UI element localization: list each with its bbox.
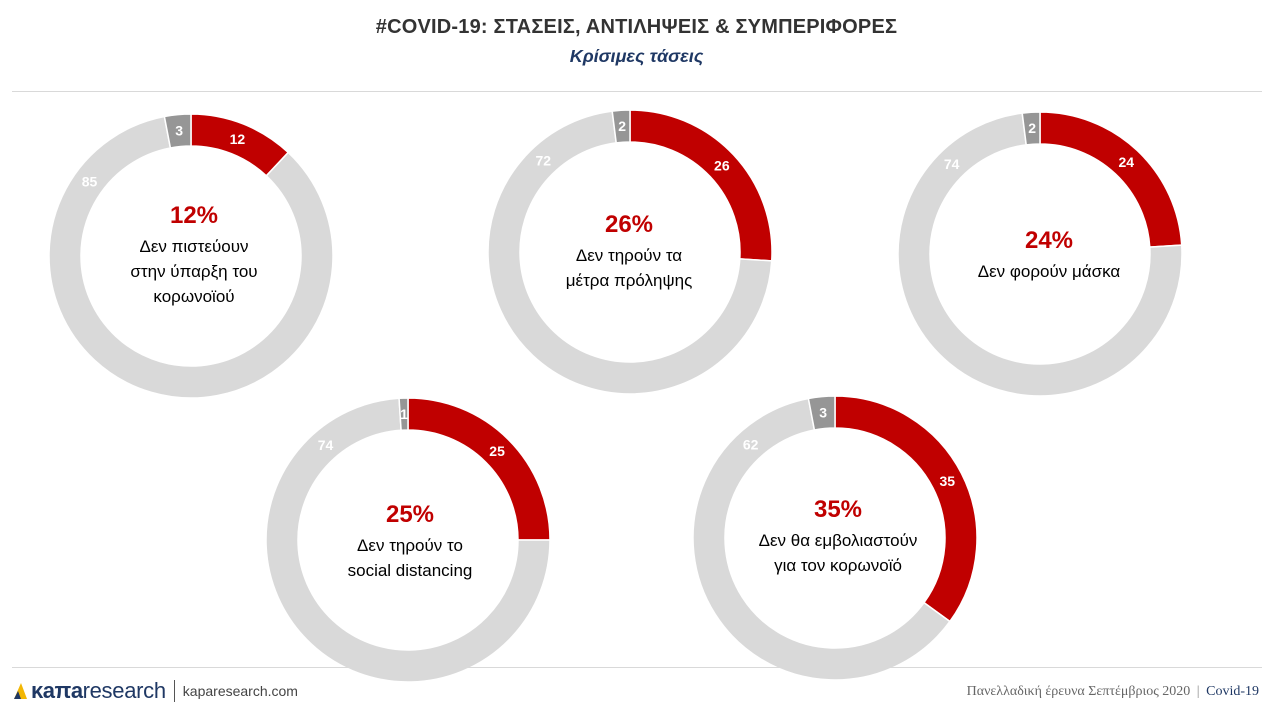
donut-1-segment-other: [163, 113, 192, 149]
logo-research-text: research: [82, 678, 167, 703]
donut-3-segment-rest: [897, 112, 1183, 397]
donut-2-segment-other-label: 2: [618, 118, 626, 134]
donut-1-desc-line: κορωνοϊού: [153, 287, 235, 306]
donut-4-segment-other-label: 1: [400, 406, 408, 422]
donut-3-center: 24% Δεν φορούν μάσκα: [949, 226, 1149, 284]
donut-5-desc-line: για τον κορωνοϊό: [774, 556, 902, 575]
donut-3-percent: 24%: [1024, 227, 1074, 254]
donut-1-desc-line: στην ύπαρξη του: [130, 262, 258, 281]
donut-5-percent: 35%: [813, 496, 863, 523]
donut-4-segment-rest-label: 74: [318, 437, 334, 453]
donut-5-segment-rest-label: 62: [743, 436, 759, 452]
donut-2-center: 26% Δεν τηρούν τα μέτρα πρόληψης: [529, 210, 729, 293]
donut-3-segment-other: [1021, 111, 1041, 146]
website-url[interactable]: kaparesearch.com: [182, 683, 298, 699]
donut-3-segment-rest-label: 74: [944, 156, 960, 172]
donut-3-desc-line: Δεν φορούν μάσκα: [977, 262, 1121, 281]
donut-2-description: Δεν τηρούν τα μέτρα πρόληψης: [529, 243, 729, 293]
donut-5-segment-rest: [692, 397, 951, 681]
donut-3-segment-other-label: 2: [1028, 120, 1036, 136]
donut-3-segment-main-label: 24: [1118, 154, 1134, 170]
donut-2-segment-other: [611, 109, 631, 144]
top-divider: [12, 91, 1262, 92]
survey-label: Πανελλαδική έρευνα Σεπτέμβριος 2020: [966, 684, 1191, 699]
footer-info: Πανελλαδική έρευνα Σεπτέμβριος 2020 | Co…: [967, 684, 1259, 700]
kapa-logo-icon: [14, 683, 27, 699]
donut-2-segment-rest: [487, 110, 773, 395]
kapa-research-logo: κaπa research kaparesearch.com: [12, 678, 298, 703]
page-title: #COVID-19: ΣΤΑΣΕΙΣ, ΑΝΤΙΛΗΨΕΙΣ & ΣΥΜΠΕΡΙ…: [375, 16, 898, 38]
donut-5-segment-main-label: 35: [939, 473, 955, 489]
donut-5-desc-line: Δεν θα εμβολιαστούν: [758, 531, 918, 550]
donut-3-description: Δεν φορούν μάσκα: [949, 259, 1149, 284]
donut-4-percent: 25%: [385, 501, 435, 528]
logo-kapa-text: κaπa: [31, 678, 83, 703]
donut-5-segment-other-label: 3: [819, 405, 827, 421]
donut-2-segment-rest-label: 72: [535, 153, 551, 169]
bottom-divider: [12, 667, 1262, 668]
donut-1-segment-rest: [48, 115, 334, 399]
topic-tag: Covid-19: [1206, 684, 1259, 699]
donut-1-segment-main-label: 12: [230, 131, 246, 147]
donut-2-desc-line: μέτρα πρόληψης: [565, 271, 693, 290]
donut-4-segment-rest: [265, 397, 551, 683]
donut-1-desc-line: Δεν πιστεύουν: [139, 237, 249, 256]
donut-1-center: 12% Δεν πιστεύουν στην ύπαρξη του κορωνο…: [94, 201, 294, 309]
donut-2-percent: 26%: [604, 211, 654, 238]
donut-5-segment-other: [807, 395, 836, 431]
donut-4-description: Δεν τηρούν το social distancing: [310, 533, 510, 583]
donut-2-segment-main-label: 26: [714, 158, 730, 174]
donut-5-center: 35% Δεν θα εμβολιαστούν για τον κορωνοϊό: [738, 495, 938, 578]
logo-separator: [173, 680, 175, 702]
donut-1-segment-rest-label: 85: [82, 173, 98, 189]
donut-1-segment-other-label: 3: [175, 123, 183, 139]
donut-4-desc-line: social distancing: [347, 561, 473, 580]
page-subtitle: Κρίσιμες τάσεις: [569, 46, 704, 66]
donut-4-center: 25% Δεν τηρούν το social distancing: [310, 500, 510, 583]
donut-1-description: Δεν πιστεύουν στην ύπαρξη του κορωνοϊού: [94, 234, 294, 309]
donut-5-description: Δεν θα εμβολιαστούν για τον κορωνοϊό: [738, 528, 938, 578]
donut-2-desc-line: Δεν τηρούν τα: [575, 246, 683, 265]
donut-4-segment-main-label: 25: [489, 443, 505, 459]
donut-1-percent: 12%: [169, 202, 219, 229]
donut-4-segment-other: [398, 397, 409, 432]
footer-separator: |: [1196, 684, 1200, 699]
donut-4-desc-line: Δεν τηρούν το: [357, 536, 463, 555]
